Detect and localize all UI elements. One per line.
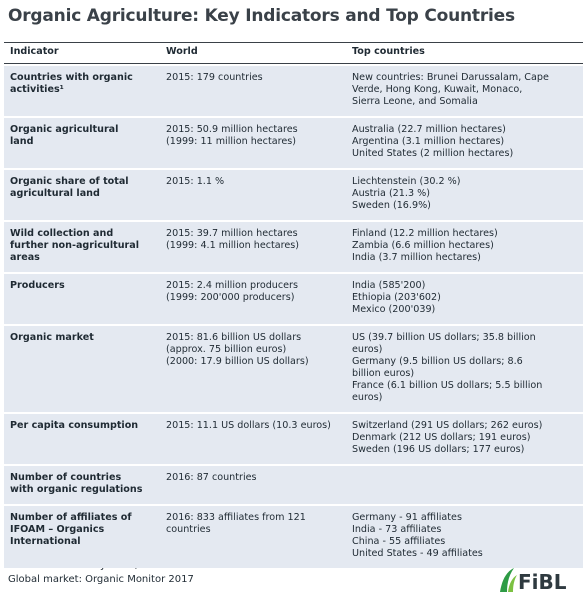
indicator-cell: IFOAM – Organics [10, 524, 105, 535]
table-row [4, 274, 583, 324]
top-countries-cell: Germany - 91 affiliates [352, 512, 462, 523]
indicator-cell: Number of affiliates of [10, 512, 132, 523]
world-cell: 2015: 1.1 % [166, 176, 225, 187]
table-row [4, 326, 583, 412]
world-cell: (1999: 200'000 producers) [166, 292, 295, 303]
logo-icon [500, 568, 517, 592]
indicator-cell: Number of countries [10, 472, 122, 483]
top-countries-cell: Australia (22.7 million hectares) [352, 124, 506, 135]
top-countries-cell: Ethiopia (203'602) [352, 292, 441, 303]
top-countries-cell: Germany (9.5 billion US dollars; 8.6 [352, 356, 523, 367]
world-cell: 2015: 11.1 US dollars (10.3 euros) [166, 420, 331, 431]
top-countries-cell: Switzerland (291 US dollars; 262 euros) [352, 420, 543, 431]
top-countries-cell: India - 73 affiliates [352, 524, 442, 535]
world-cell: 2015: 179 countries [166, 72, 263, 83]
top-countries-cell: Argentina (3.1 million hectares) [352, 136, 505, 147]
top-countries-cell: billion euros) [352, 368, 415, 379]
top-countries-cell: New countries: Brunei Darussalam, Cape [352, 72, 549, 83]
world-cell: 2015: 81.6 billion US dollars [166, 332, 302, 343]
world-cell: (1999: 4.1 million hectares) [166, 240, 300, 251]
world-cell: (1999: 11 million hectares) [166, 136, 296, 147]
indicator-cell: with organic regulations [10, 484, 143, 495]
page-title: Organic Agriculture: Key Indicators and … [8, 6, 515, 26]
indicator-cell: land [10, 136, 34, 147]
top-countries-cell: Sweden (196 US dollars; 177 euros) [352, 444, 525, 455]
header-cell: Indicator [10, 46, 59, 57]
world-cell: 2016: 833 affiliates from 121 [166, 512, 306, 523]
indicator-cell: Organic market [10, 332, 94, 343]
table-header [4, 42, 583, 64]
indicator-cell: Per capita consumption [10, 420, 139, 431]
top-countries-cell: Liechtenstein (30.2 %) [352, 176, 461, 187]
indicator-cell: Organic agricultural [10, 124, 119, 135]
top-countries-cell: Denmark (212 US dollars; 191 euros) [352, 432, 531, 443]
world-cell: countries [166, 524, 211, 535]
indicator-cell: activities¹ [10, 84, 64, 95]
world-cell: 2015: 50.9 million hectares [166, 124, 298, 135]
top-countries-cell: Sweden (16.9%) [352, 200, 431, 211]
top-countries-cell: United States (2 million hectares) [352, 148, 514, 159]
indicator-cell: further non-agricultural [10, 240, 140, 251]
indicator-cell: agricultural land [10, 188, 100, 199]
top-countries-cell: France (6.1 billion US dollars; 5.5 bill… [352, 380, 543, 391]
top-countries-cell: euros) [352, 392, 383, 403]
table-row [4, 506, 583, 568]
source-note: Global market: Organic Monitor 2017 [8, 574, 194, 585]
indicator-cell: International [10, 536, 81, 547]
indicator-cell: areas [10, 252, 40, 263]
header-cell: World [166, 46, 198, 57]
table-row [4, 222, 583, 272]
table-row [4, 170, 583, 220]
top-countries-cell: Zambia (6.6 million hectares) [352, 240, 494, 251]
top-countries-cell: Verde, Hong Kong, Kuwait, Monaco, [352, 84, 523, 95]
logo: FiBL [518, 570, 567, 594]
indicator-cell: Organic share of total [10, 176, 129, 187]
world-cell: 2015: 2.4 million producers [166, 280, 298, 291]
top-countries-cell: United States - 49 affiliates [352, 548, 483, 559]
indicator-cell: Producers [10, 280, 65, 291]
table-row [4, 66, 583, 116]
indicator-cell: Wild collection and [10, 228, 114, 239]
world-cell: 2015: 39.7 million hectares [166, 228, 298, 239]
table-row [4, 118, 583, 168]
top-countries-cell: Sierra Leone, and Somalia [352, 96, 478, 107]
top-countries-cell: India (3.7 million hectares) [352, 252, 481, 263]
table-row [4, 466, 583, 504]
table-row [4, 414, 583, 464]
indicator-cell: Countries with organic [10, 72, 133, 83]
world-cell: (approx. 75 billion euros) [166, 344, 287, 355]
world-cell: (2000: 17.9 billion US dollars) [166, 356, 309, 367]
top-countries-cell: US (39.7 billion US dollars; 35.8 billio… [352, 332, 536, 343]
top-countries-cell: Finland (12.2 million hectares) [352, 228, 498, 239]
world-cell: 2016: 87 countries [166, 472, 257, 483]
top-countries-cell: China - 55 affiliates [352, 536, 446, 547]
top-countries-cell: Mexico (200'039) [352, 304, 436, 315]
top-countries-cell: Austria (21.3 %) [352, 188, 430, 199]
top-countries-cell: India (585'200) [352, 280, 426, 291]
top-countries-cell: euros) [352, 344, 383, 355]
header-cell: Top countries [352, 46, 425, 57]
